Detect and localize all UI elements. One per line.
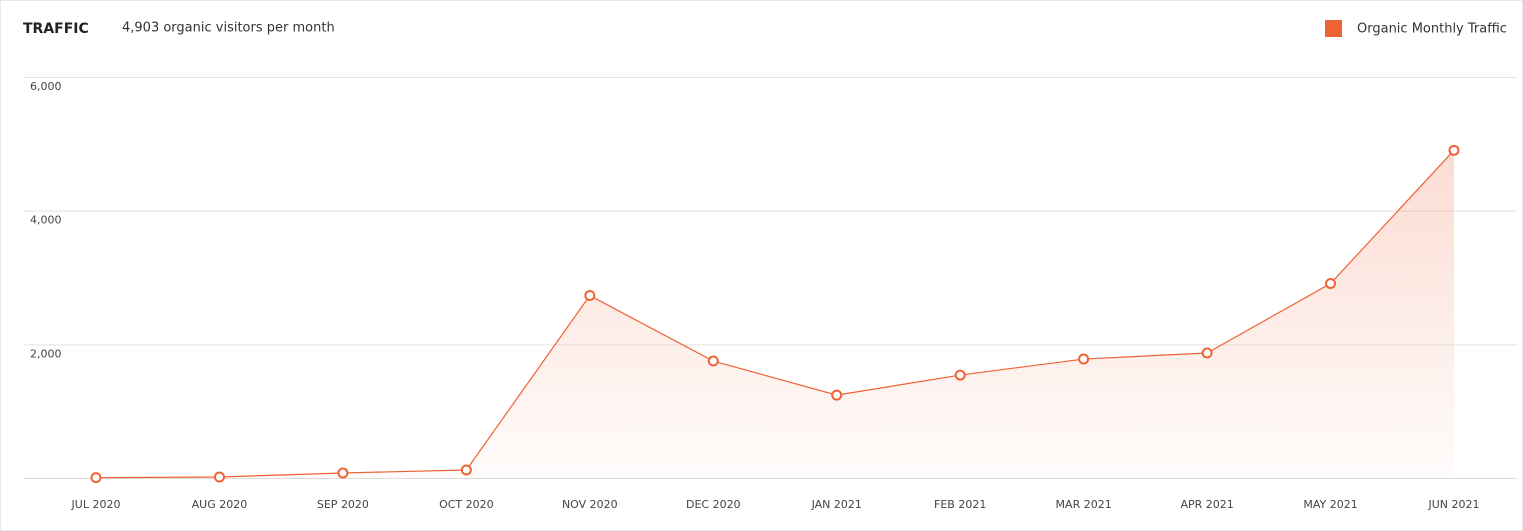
x-tick-label: JAN 2021: [811, 498, 862, 511]
x-tick-label: DEC 2020: [686, 498, 741, 511]
point: [954, 369, 966, 381]
point: [90, 472, 102, 484]
legend-label: Organic Monthly Traffic: [1357, 22, 1507, 37]
y-tick-label: 2,000: [30, 347, 62, 360]
legend-swatch: [1325, 20, 1342, 37]
x-tick-label: JUN 2021: [1427, 498, 1479, 511]
point: [584, 290, 596, 302]
point: [460, 464, 472, 476]
x-tick-label: NOV 2020: [562, 498, 618, 511]
point: [1448, 144, 1460, 156]
x-tick-label: JUL 2020: [71, 498, 121, 511]
point: [1325, 278, 1337, 290]
x-tick-label: SEP 2020: [317, 498, 369, 511]
point: [337, 467, 349, 479]
point: [1201, 347, 1213, 359]
x-tick-label: AUG 2020: [192, 498, 248, 511]
point: [213, 471, 225, 483]
point: [1078, 353, 1090, 365]
x-tick-label: MAY 2021: [1303, 498, 1357, 511]
x-tick-label: APR 2021: [1180, 498, 1233, 511]
y-tick-label: 4,000: [30, 214, 62, 227]
line: [95, 149, 1455, 479]
chart-title: TRAFFIC: [23, 21, 89, 37]
x-tick-label: MAR 2021: [1056, 498, 1112, 511]
area: [96, 150, 1454, 478]
x-tick-label: FEB 2021: [934, 498, 986, 511]
x-tick-label: OCT 2020: [439, 498, 494, 511]
point: [707, 355, 719, 367]
y-tick-label: 6,000: [30, 80, 62, 93]
point: [831, 389, 843, 401]
subtitle: 4,903 organic visitors per month: [122, 21, 335, 36]
